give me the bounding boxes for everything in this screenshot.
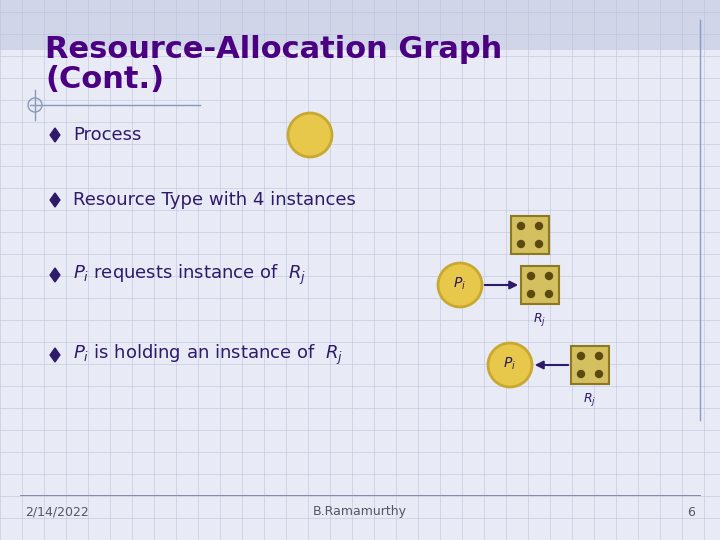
Circle shape — [577, 353, 585, 360]
Text: 2/14/2022: 2/14/2022 — [25, 505, 89, 518]
Text: $\it{P_i}$ is holding an instance of  $\it{R_j}$: $\it{P_i}$ is holding an instance of $\i… — [73, 343, 343, 367]
Circle shape — [536, 240, 542, 247]
Text: Resource-Allocation Graph: Resource-Allocation Graph — [45, 35, 503, 64]
Polygon shape — [50, 193, 60, 207]
Circle shape — [595, 370, 603, 377]
FancyBboxPatch shape — [521, 266, 559, 304]
FancyBboxPatch shape — [0, 0, 720, 50]
Circle shape — [546, 291, 552, 298]
Text: $P_i$: $P_i$ — [454, 276, 467, 292]
Circle shape — [438, 263, 482, 307]
Circle shape — [528, 273, 534, 280]
Text: (Cont.): (Cont.) — [45, 65, 164, 94]
Circle shape — [528, 291, 534, 298]
Circle shape — [577, 370, 585, 377]
FancyBboxPatch shape — [511, 216, 549, 254]
FancyBboxPatch shape — [571, 346, 609, 384]
Text: $\it{P_i}$ requests instance of  $\it{R_j}$: $\it{P_i}$ requests instance of $\it{R_j… — [73, 263, 306, 287]
Circle shape — [595, 353, 603, 360]
Circle shape — [536, 222, 542, 230]
Text: $P_i$: $P_i$ — [503, 356, 516, 372]
Circle shape — [546, 273, 552, 280]
Circle shape — [518, 240, 524, 247]
Text: $R_j$: $R_j$ — [583, 391, 597, 408]
Circle shape — [488, 343, 532, 387]
Text: Resource Type with 4 instances: Resource Type with 4 instances — [73, 191, 356, 209]
Text: $R_j$: $R_j$ — [534, 311, 546, 328]
Polygon shape — [50, 128, 60, 142]
Text: Process: Process — [73, 126, 141, 144]
Circle shape — [518, 222, 524, 230]
Text: B.Ramamurthy: B.Ramamurthy — [313, 505, 407, 518]
Polygon shape — [50, 348, 60, 362]
Circle shape — [288, 113, 332, 157]
Polygon shape — [50, 268, 60, 282]
Text: 6: 6 — [687, 505, 695, 518]
